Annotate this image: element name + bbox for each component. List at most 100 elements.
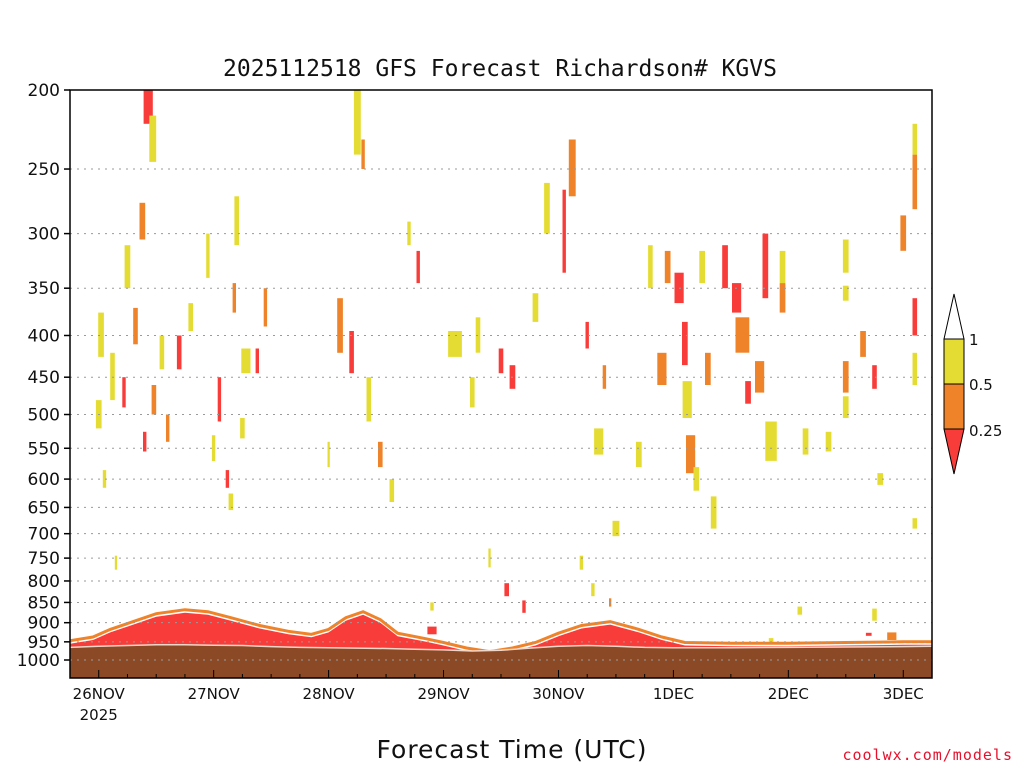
ri-cell <box>366 377 372 422</box>
ri-cell <box>475 317 481 353</box>
ri-cell <box>912 154 918 210</box>
ri-cell <box>693 467 700 491</box>
ri-cell <box>522 600 526 613</box>
ri-cell <box>699 250 705 284</box>
ri-cell <box>188 303 193 332</box>
ri-cell <box>648 245 653 289</box>
ri-cell <box>842 361 849 393</box>
y-tick-label: 600 <box>28 470 60 490</box>
x-tick-label: 1DEC <box>653 685 694 703</box>
ri-cell <box>842 285 849 301</box>
ri-cell <box>865 632 872 636</box>
x-tick-label: 28NOV <box>303 685 356 703</box>
ri-cell <box>762 233 769 299</box>
ri-cell <box>263 288 268 327</box>
ri-cell <box>133 307 138 345</box>
y-tick-label: 950 <box>28 633 60 653</box>
x-tick-label: 2DEC <box>768 685 809 703</box>
ri-cell <box>470 377 475 408</box>
ri-cell <box>912 298 918 336</box>
ri-cell <box>122 377 126 408</box>
ri-cell <box>234 196 239 246</box>
ri-cell <box>912 518 918 529</box>
ri-cell <box>102 470 107 488</box>
y-tick-label: 200 <box>28 81 60 101</box>
ri-cell <box>872 365 877 389</box>
ri-cell <box>779 283 786 313</box>
ri-cell <box>779 250 786 284</box>
ri-cell <box>594 428 604 455</box>
ri-cell <box>887 632 897 640</box>
ri-cell <box>225 470 230 488</box>
ri-cell <box>176 335 182 370</box>
ri-cell <box>448 331 462 357</box>
y-tick-label: 500 <box>28 406 60 426</box>
ri-cell <box>755 361 765 393</box>
y-tick-label: 400 <box>28 326 60 346</box>
ri-cell <box>139 202 146 240</box>
ri-cell <box>416 250 420 284</box>
ri-cell <box>842 239 849 273</box>
ri-cell <box>825 431 832 452</box>
legend-swatch-yellow <box>943 338 965 385</box>
ri-cell <box>877 473 884 485</box>
y-axis: 200 250 300 350 400 450 500 550 600 650 700 750 8008… <box>17 81 70 671</box>
boundary-layer-red <box>70 612 932 655</box>
y-tick-label: 800 <box>28 572 60 592</box>
ri-cell <box>427 626 437 635</box>
surface-line <box>69 644 933 652</box>
ri-cell <box>149 115 157 162</box>
ri-cell <box>544 182 550 234</box>
ri-cell <box>842 396 849 418</box>
ri-cell <box>768 638 774 642</box>
ri-cell <box>745 381 751 404</box>
ri-cell <box>241 348 251 374</box>
ri-cell <box>705 352 711 385</box>
ri-cell <box>591 583 595 597</box>
ri-cell <box>682 321 688 366</box>
ri-cell <box>114 555 118 570</box>
y-tick-label: 300 <box>28 225 60 245</box>
y-tick-label: 250 <box>28 160 60 180</box>
y-tick-label: 1000 <box>17 651 60 671</box>
ri-cell <box>664 250 671 284</box>
color-legend: 1 0.5 0.25 <box>943 293 1002 475</box>
ri-cell <box>802 428 809 455</box>
ri-cell <box>504 583 509 597</box>
ri-cell <box>98 312 104 357</box>
ri-cell <box>797 606 803 615</box>
x-axis-label: Forecast Time (UTC) <box>377 735 648 764</box>
ri-cell <box>765 421 777 461</box>
ri-cell <box>389 479 395 502</box>
legend-top-triangle <box>943 293 965 340</box>
ri-cell <box>407 221 411 246</box>
ri-cell <box>602 365 607 389</box>
richardson-cells <box>95 90 918 642</box>
ri-cell <box>636 441 642 468</box>
legend-bottom-triangle <box>943 428 965 475</box>
ri-cell <box>159 335 165 370</box>
x-tick-label: 26NOV <box>73 685 126 703</box>
ri-cell <box>732 283 742 313</box>
x-tick-label: 29NOV <box>417 685 470 703</box>
ground <box>70 644 932 678</box>
ri-cell <box>568 139 576 197</box>
ri-cell <box>110 352 115 401</box>
legend-swatch-orange <box>943 383 965 430</box>
ri-cell <box>143 90 153 124</box>
legend-label: 1 <box>969 331 979 349</box>
x-axis: 26NOV 2025 27NOV 28NOV 29NOV 30NOV 1DEC 2DEC 3DE… <box>69 670 933 724</box>
ri-cell <box>211 435 216 461</box>
ri-cell <box>612 520 620 537</box>
boundary-layer-edge <box>69 608 932 654</box>
credit-link[interactable]: coolwx.com/models <box>842 746 1013 764</box>
ri-cell <box>349 331 354 374</box>
x-tick-year: 2025 <box>80 706 118 724</box>
ri-cell <box>228 493 234 511</box>
ri-cell <box>361 139 365 169</box>
ri-cell <box>722 245 728 289</box>
ri-cell <box>232 283 236 313</box>
legend-label: 0.25 <box>969 422 1002 440</box>
ri-cell <box>353 90 361 155</box>
ri-cell <box>532 293 539 322</box>
